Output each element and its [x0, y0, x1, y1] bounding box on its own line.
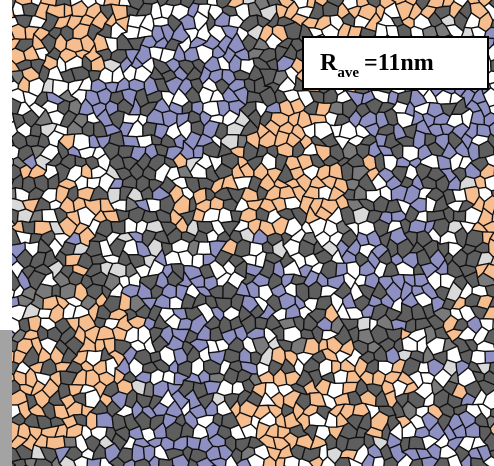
- grain: [372, 457, 384, 466]
- grain: [304, 338, 320, 354]
- grain: [193, 146, 203, 158]
- grain: [284, 456, 299, 466]
- left-gray-strip: [0, 330, 12, 466]
- label-box: Rave =11nm: [303, 37, 488, 89]
- label-rest: =11nm: [364, 50, 434, 76]
- grain: [341, 163, 353, 181]
- grain: [144, 382, 154, 398]
- micrograph-figure: Rave =11nm: [0, 0, 494, 466]
- page: {"label": {"main": "R", "subscript": "av…: [0, 0, 494, 466]
- left-margin: [0, 0, 12, 330]
- grain: [485, 351, 494, 363]
- grain: [471, 110, 485, 124]
- grain: [64, 436, 77, 447]
- grain: [159, 459, 173, 466]
- label-main: R: [320, 50, 338, 76]
- label-subscript: ave: [337, 65, 359, 81]
- grain: [197, 242, 211, 255]
- grain: [333, 370, 347, 383]
- grain: [87, 458, 101, 466]
- grain: [97, 413, 114, 428]
